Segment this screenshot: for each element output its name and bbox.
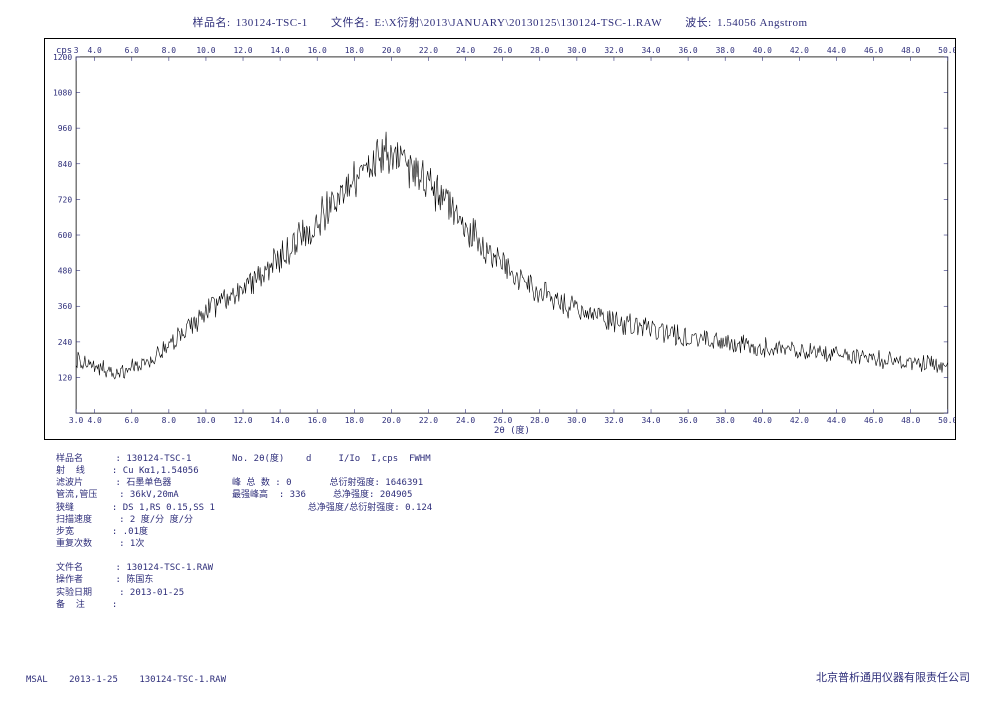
svg-text:48.0: 48.0: [901, 46, 920, 55]
svg-text:32.0: 32.0: [604, 416, 623, 425]
svg-text:26.0: 26.0: [493, 416, 512, 425]
svg-text:14.0: 14.0: [271, 46, 290, 55]
svg-text:42.0: 42.0: [790, 46, 809, 55]
svg-text:360: 360: [58, 302, 73, 311]
svg-text:36.0: 36.0: [679, 416, 698, 425]
page-root: 样品名: 130124-TSC-1 文件名: E:\X衍射\2013\JANUA…: [0, 0, 1000, 703]
svg-text:8.0: 8.0: [162, 416, 177, 425]
svg-text:12.0: 12.0: [233, 416, 252, 425]
svg-text:28.0: 28.0: [530, 46, 549, 55]
svg-text:1080: 1080: [53, 89, 72, 98]
svg-text:40.0: 40.0: [753, 416, 772, 425]
header-sample-lbl: 样品名:: [192, 17, 230, 29]
svg-text:480: 480: [58, 267, 73, 276]
metadata-left: 样品名 : 130124-TSC-1 射 线 : Cu Kα1,1.54056 …: [56, 453, 215, 611]
footer-left: MSAL 2013-1-25 130124-TSC-1.RAW: [26, 675, 226, 685]
xrd-chart: cps120240360480600720840960108012003.04.…: [44, 38, 956, 440]
chart-svg: cps120240360480600720840960108012003.04.…: [45, 39, 955, 439]
svg-text:20.0: 20.0: [382, 46, 401, 55]
footer-company: 北京普析通用仪器有限责任公司: [816, 669, 970, 685]
svg-text:600: 600: [58, 231, 73, 240]
svg-text:30.0: 30.0: [567, 416, 586, 425]
svg-text:44.0: 44.0: [827, 46, 846, 55]
svg-text:26.0: 26.0: [493, 46, 512, 55]
svg-text:240: 240: [58, 338, 73, 347]
svg-text:32.0: 32.0: [604, 46, 623, 55]
svg-text:840: 840: [58, 160, 73, 169]
svg-text:34.0: 34.0: [641, 46, 660, 55]
svg-text:18.0: 18.0: [345, 416, 364, 425]
svg-text:22.0: 22.0: [419, 416, 438, 425]
svg-text:4.0: 4.0: [87, 416, 102, 425]
svg-text:48.0: 48.0: [901, 416, 920, 425]
svg-text:10.0: 10.0: [196, 416, 215, 425]
svg-text:14.0: 14.0: [271, 416, 290, 425]
svg-text:18.0: 18.0: [345, 46, 364, 55]
svg-text:3: 3: [74, 46, 79, 55]
svg-text:120: 120: [58, 373, 73, 382]
footer-file: 130124-TSC-1.RAW: [139, 675, 226, 685]
svg-text:36.0: 36.0: [679, 46, 698, 55]
header-line: 样品名: 130124-TSC-1 文件名: E:\X衍射\2013\JANUA…: [0, 14, 1000, 30]
header-wave: 1.54056 Angstrom: [717, 17, 808, 29]
header-sample: 130124-TSC-1: [236, 17, 308, 29]
svg-text:46.0: 46.0: [864, 46, 883, 55]
footer-date: 2013-1-25: [69, 675, 118, 685]
svg-text:720: 720: [58, 195, 73, 204]
svg-text:38.0: 38.0: [716, 416, 735, 425]
svg-text:960: 960: [58, 124, 73, 133]
svg-text:2θ (度): 2θ (度): [494, 424, 530, 436]
svg-text:42.0: 42.0: [790, 416, 809, 425]
footer-msal: MSAL: [26, 675, 48, 685]
svg-text:40.0: 40.0: [753, 46, 772, 55]
svg-text:50.0: 50.0: [938, 46, 955, 55]
header-file-lbl: 文件名:: [331, 17, 369, 29]
svg-text:3.0: 3.0: [69, 416, 84, 425]
svg-text:46.0: 46.0: [864, 416, 883, 425]
svg-text:44.0: 44.0: [827, 416, 846, 425]
header-wave-lbl: 波长:: [685, 17, 712, 29]
svg-text:8.0: 8.0: [162, 46, 177, 55]
svg-text:24.0: 24.0: [456, 416, 475, 425]
svg-text:30.0: 30.0: [567, 46, 586, 55]
svg-text:6.0: 6.0: [125, 416, 140, 425]
svg-text:50.0: 50.0: [938, 416, 955, 425]
svg-text:34.0: 34.0: [641, 416, 660, 425]
svg-text:1200: 1200: [53, 53, 72, 62]
svg-text:10.0: 10.0: [196, 46, 215, 55]
svg-text:38.0: 38.0: [716, 46, 735, 55]
metadata-right: No. 2θ(度) d I/Io I,cps FWHM 峰 总 数 : 0 总衍…: [232, 453, 432, 514]
svg-text:22.0: 22.0: [419, 46, 438, 55]
svg-text:16.0: 16.0: [308, 416, 327, 425]
svg-text:16.0: 16.0: [308, 46, 327, 55]
svg-text:28.0: 28.0: [530, 416, 549, 425]
svg-text:12.0: 12.0: [233, 46, 252, 55]
svg-text:6.0: 6.0: [125, 46, 140, 55]
svg-text:20.0: 20.0: [382, 416, 401, 425]
header-file: E:\X衍射\2013\JANUARY\20130125\130124-TSC-…: [374, 17, 662, 29]
svg-text:24.0: 24.0: [456, 46, 475, 55]
svg-text:4.0: 4.0: [87, 46, 102, 55]
